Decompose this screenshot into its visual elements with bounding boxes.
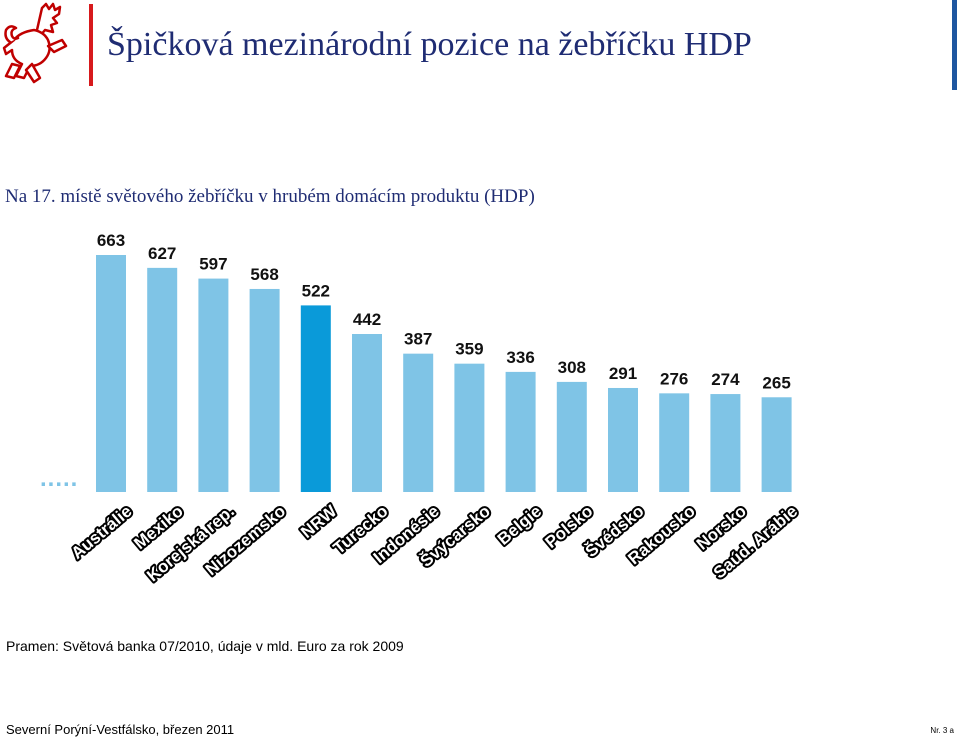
blue-accent-rule [952,0,957,90]
footer-text: Severní Porýní-Vestfálsko, březen 2011 [6,722,235,737]
category-label-8: Belgie [494,502,545,549]
value-label-2: 597 [199,255,227,274]
value-label-7: 359 [455,340,483,359]
bar-4 [300,305,331,492]
value-label-9: 308 [558,358,586,377]
value-label-10: 291 [609,364,637,383]
category-label-2: Korejská rep. [143,502,238,586]
value-label-3: 568 [250,265,278,284]
category-label-0: Austrálie [68,502,136,563]
bar-13 [761,397,792,492]
value-label-0: 663 [97,231,125,250]
bar-8 [505,371,536,492]
red-accent-rule [89,4,93,86]
chart-title: Na 17. místě světového žebříčku v hrubém… [5,186,535,207]
bar-0 [96,255,126,492]
page-title: Špičková mezinárodní pozice na žebříčku … [107,26,752,63]
bar-2 [198,278,229,492]
bar-5 [352,334,382,492]
bar-11 [659,393,690,492]
bar-6 [403,353,434,492]
bar-12 [710,394,741,492]
bar-7 [454,363,485,492]
value-label-6: 387 [404,330,432,349]
page-number: Nr. 3 a [930,726,954,735]
bar-9 [556,381,587,492]
value-label-8: 336 [506,348,534,367]
source-note: Pramen: Světová banka 07/2010, údaje v m… [6,638,404,654]
bar-3 [249,288,280,492]
category-label-4: NRW [297,501,341,542]
truncation-dots: ..... [40,465,78,492]
value-label-13: 265 [762,373,790,392]
value-label-5: 442 [353,310,381,329]
value-label-12: 274 [711,370,740,389]
bar-1 [147,267,178,492]
bar-10 [608,387,638,492]
czech-lion-icon [2,2,68,84]
value-label-4: 522 [302,281,330,300]
value-label-11: 276 [660,369,688,388]
value-label-1: 627 [148,244,176,263]
